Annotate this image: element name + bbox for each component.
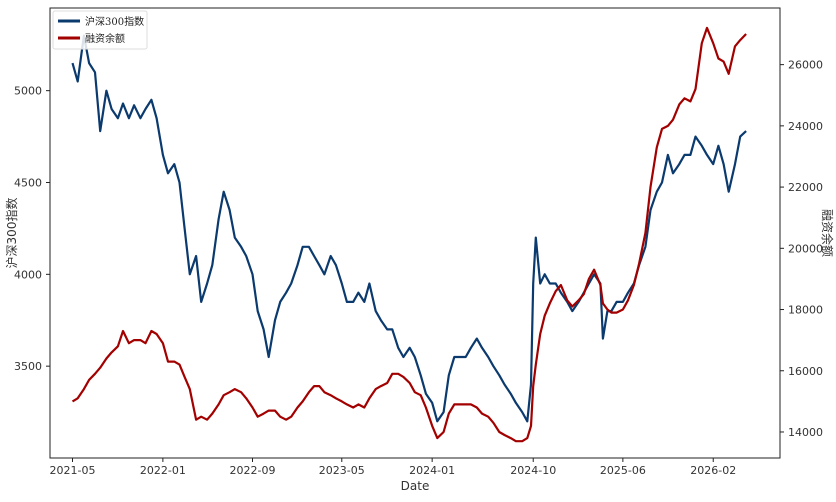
left-tick-label: 3500 xyxy=(14,360,42,373)
right-tick-label: 20000 xyxy=(788,242,823,255)
plot-frame xyxy=(49,7,781,459)
legend-label-index: 沪深300指数 xyxy=(85,15,144,28)
right-tick-label: 22000 xyxy=(788,181,823,194)
index-series-line xyxy=(71,34,747,423)
left-tick-label: 4500 xyxy=(14,176,42,189)
x-tick-label: 2024-10 xyxy=(510,464,556,477)
x-tick-label: 2021-05 xyxy=(50,464,96,477)
x-tick-label: 2024-01 xyxy=(409,464,455,477)
legend: 沪深300指数 融资余额 xyxy=(52,10,148,50)
right-tick-label: 14000 xyxy=(788,426,823,439)
right-tick-label: 24000 xyxy=(788,120,823,133)
x-axis-title: Date xyxy=(401,479,430,493)
right-tick-label: 18000 xyxy=(788,304,823,317)
x-tick-label: 2023-05 xyxy=(319,464,365,477)
right-axis: 14000 16000 18000 20000 22000 24000 26000 xyxy=(780,59,823,439)
margin-series-line xyxy=(71,26,747,443)
right-axis-title: 融资余额 xyxy=(820,209,835,257)
x-tick-label: 2026-02 xyxy=(690,464,736,477)
x-tick-label: 2022-01 xyxy=(140,464,186,477)
right-tick-label: 26000 xyxy=(788,59,823,72)
left-tick-label: 5000 xyxy=(14,85,42,98)
left-axis: 3500 4000 4500 5000 xyxy=(14,85,50,373)
x-tick-label: 2025-06 xyxy=(600,464,646,477)
left-tick-label: 4000 xyxy=(14,268,42,281)
legend-label-margin: 融资余额 xyxy=(85,32,125,45)
left-axis-title: 沪深300指数 xyxy=(4,198,19,269)
right-tick-label: 16000 xyxy=(788,365,823,378)
x-axis: 2021-05 2022-01 2022-09 2023-05 2024-01 2024-… xyxy=(50,458,736,477)
x-tick-label: 2022-09 xyxy=(230,464,276,477)
series-lines xyxy=(71,26,747,443)
